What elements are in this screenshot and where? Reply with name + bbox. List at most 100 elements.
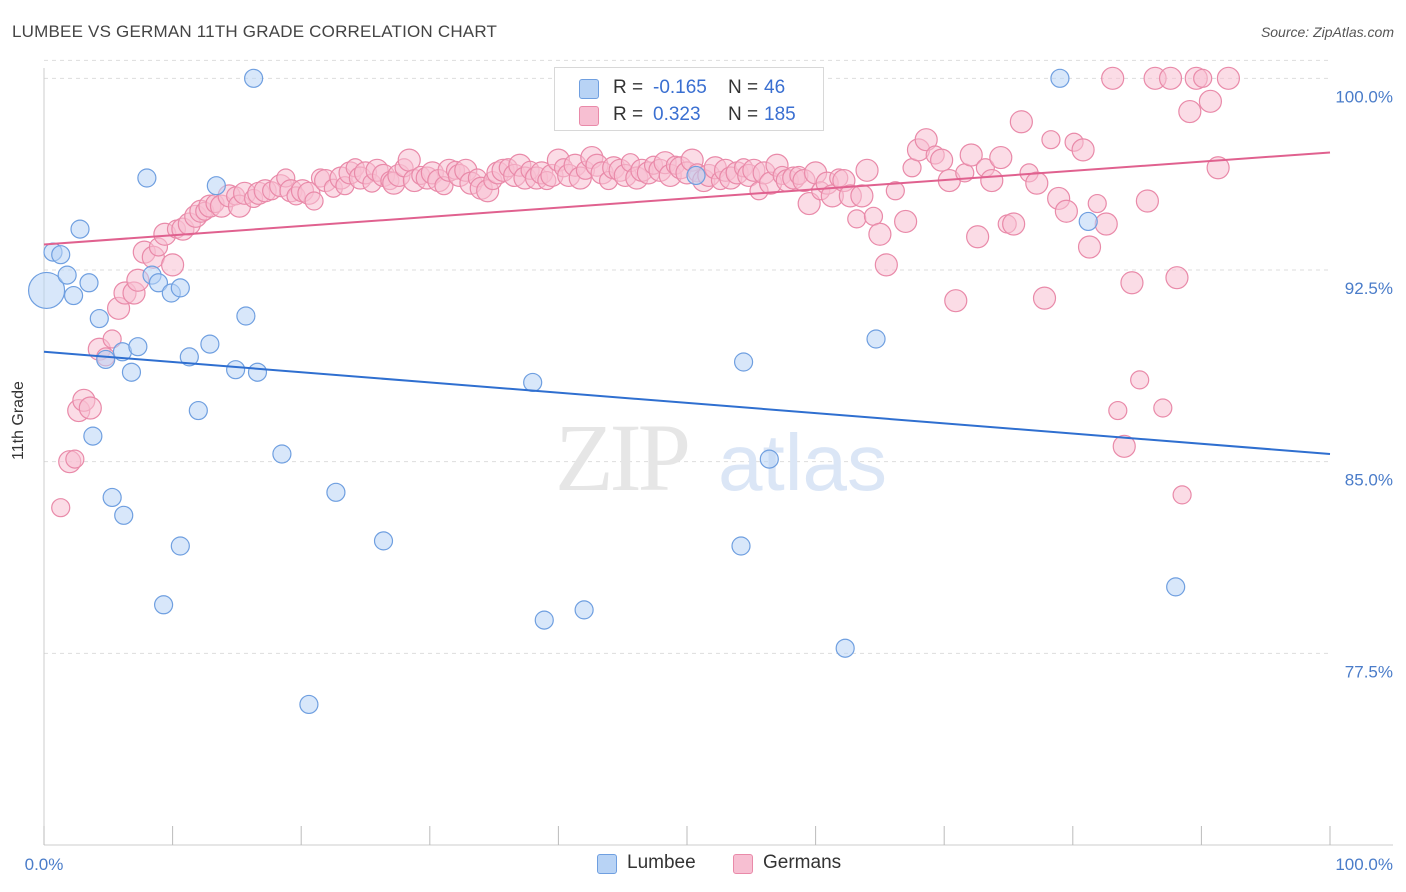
germans-point bbox=[1025, 171, 1049, 195]
lumbee-point bbox=[686, 165, 706, 186]
lumbee-point bbox=[1050, 68, 1070, 88]
lumbee-point bbox=[835, 638, 855, 658]
lumbee-point bbox=[574, 600, 594, 620]
x-tick-label: 100.0% bbox=[1335, 855, 1393, 874]
germans-point bbox=[914, 128, 938, 152]
n-label: N = bbox=[728, 77, 759, 98]
lumbee-point bbox=[188, 400, 208, 421]
watermark: ZIP atlas bbox=[555, 404, 887, 511]
lumbee-point bbox=[866, 329, 886, 349]
germans-point bbox=[1206, 156, 1230, 180]
germans-trend-line bbox=[43, 151, 1331, 246]
lumbee-point bbox=[299, 694, 319, 715]
germans-point bbox=[1120, 271, 1144, 295]
germans-point bbox=[304, 191, 324, 211]
germans-point bbox=[1101, 66, 1125, 90]
n-value: 185 bbox=[764, 104, 796, 125]
lumbee-trend-line bbox=[43, 350, 1331, 455]
lumbee-point bbox=[206, 176, 226, 196]
lumbee-point bbox=[226, 360, 246, 380]
germans-point bbox=[1071, 138, 1095, 162]
germans-point bbox=[980, 168, 1004, 193]
lumbee-point bbox=[1166, 577, 1186, 597]
legend-label-lumbee: Lumbee bbox=[627, 852, 696, 873]
lumbee-point bbox=[373, 531, 394, 551]
lumbee-point bbox=[79, 273, 99, 293]
germans-point bbox=[1108, 400, 1128, 421]
lumbee-point bbox=[200, 334, 220, 354]
germans-point bbox=[959, 143, 983, 167]
germans-point bbox=[855, 158, 879, 182]
germans-swatch bbox=[733, 854, 753, 874]
x-tick-label: 0.0% bbox=[25, 855, 64, 874]
stats-legend: R = -0.165 N = 46 R = 0.323 N = 185 bbox=[554, 67, 824, 131]
germans-point bbox=[966, 225, 990, 249]
y-tick-label: 77.5% bbox=[1345, 662, 1393, 681]
germans-point bbox=[868, 222, 892, 246]
lumbee-point bbox=[89, 308, 109, 329]
germans-point bbox=[1172, 485, 1192, 505]
y-tick-label: 92.5% bbox=[1345, 279, 1393, 298]
source-label: Source: ZipAtlas.com bbox=[1260, 24, 1394, 40]
r-value: -0.165 bbox=[653, 77, 707, 98]
lumbee-point bbox=[102, 487, 122, 508]
germans-points bbox=[51, 66, 1241, 518]
lumbee-point bbox=[114, 505, 134, 525]
y-tick-label: 100.0% bbox=[1335, 87, 1393, 106]
y-tick-label: 85.0% bbox=[1345, 471, 1393, 490]
lumbee-point bbox=[153, 595, 174, 615]
lumbee-point bbox=[57, 265, 77, 285]
germans-point bbox=[1087, 193, 1107, 214]
germans-point bbox=[1112, 434, 1136, 458]
germans-point bbox=[874, 253, 898, 277]
lumbee-point bbox=[272, 444, 292, 464]
germans-point bbox=[1216, 66, 1241, 90]
germans-point bbox=[1077, 235, 1102, 259]
germans-point bbox=[885, 181, 905, 201]
r-label: R = bbox=[613, 77, 644, 98]
tick-labels: 77.5% 85.0% 92.5% 100.0% 0.0% 100.0% bbox=[25, 87, 1393, 874]
germans-point bbox=[850, 184, 874, 208]
lumbee-point bbox=[179, 347, 199, 367]
r-value: 0.323 bbox=[653, 104, 701, 125]
germans-point bbox=[1032, 286, 1057, 310]
n-label: N = bbox=[728, 104, 759, 125]
lumbee-point bbox=[148, 273, 169, 293]
germans-point bbox=[1094, 212, 1118, 236]
axes bbox=[43, 68, 1393, 846]
lumbee-point bbox=[96, 349, 116, 370]
lumbee-point bbox=[70, 219, 90, 239]
lumbee-point bbox=[27, 271, 66, 310]
germans-point bbox=[51, 498, 71, 518]
legend-label-germans: Germans bbox=[763, 852, 842, 873]
germans-point bbox=[1009, 110, 1033, 134]
germans-point bbox=[161, 253, 185, 277]
lumbee-point bbox=[236, 306, 256, 326]
lumbee-point bbox=[63, 285, 84, 306]
lumbee-point bbox=[534, 610, 554, 630]
germans-point bbox=[1002, 212, 1026, 236]
lumbee-point bbox=[244, 68, 264, 88]
watermark-atlas: atlas bbox=[718, 418, 887, 507]
germans-point bbox=[944, 289, 968, 313]
germans-point bbox=[1041, 130, 1061, 150]
germans-point bbox=[1153, 398, 1173, 418]
germans-point bbox=[1198, 89, 1223, 113]
trend-lines bbox=[43, 151, 1331, 455]
germans-swatch bbox=[579, 106, 599, 126]
germans-point bbox=[1158, 66, 1183, 90]
germans-point bbox=[1135, 189, 1159, 213]
lumbee-points bbox=[27, 68, 1186, 715]
germans-point bbox=[989, 145, 1013, 170]
lumbee-point bbox=[137, 168, 157, 188]
r-label: R = bbox=[613, 104, 644, 125]
germans-point bbox=[894, 209, 918, 234]
lumbee-point bbox=[733, 352, 754, 372]
germans-point bbox=[1193, 68, 1213, 88]
germans-point bbox=[1165, 266, 1189, 290]
germans-point bbox=[78, 396, 102, 420]
germans-point bbox=[102, 329, 122, 349]
lumbee-point bbox=[1078, 211, 1098, 232]
germans-point bbox=[847, 209, 867, 229]
